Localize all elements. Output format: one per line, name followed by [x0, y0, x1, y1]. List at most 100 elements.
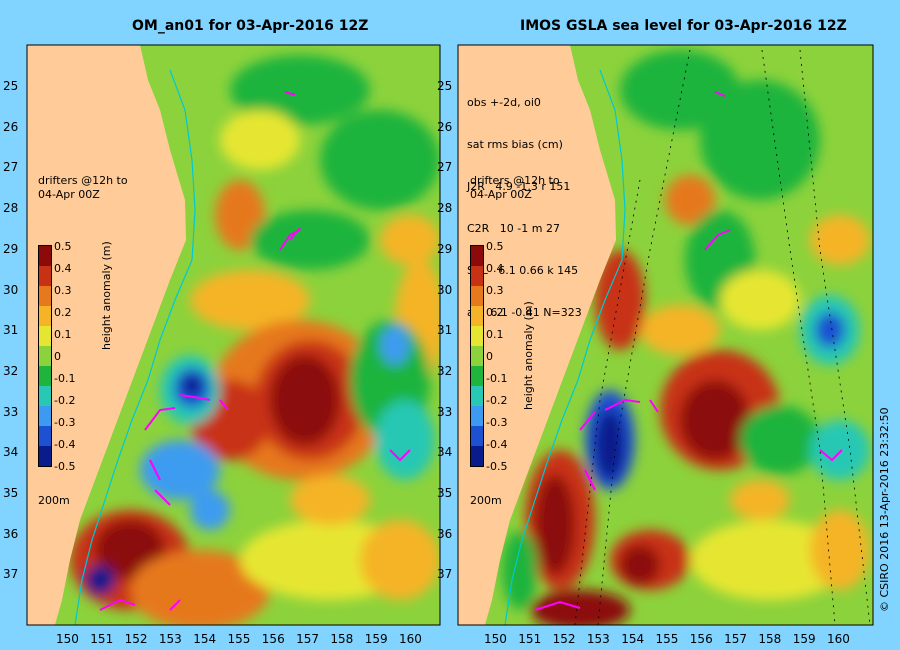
left-colorbar-ticks: 0.5 0.4 0.3 0.2 0.1 0 -0.1 -0.2 -0.3 -0.4 -0.5 [54, 240, 94, 473]
stats-line: obs +-2d, oi0 [467, 96, 541, 109]
lon-tick-label: 158 [330, 632, 354, 646]
lon-tick-label: 160 [399, 632, 422, 646]
colorbar-segment [471, 306, 483, 326]
colorbar-segment [39, 306, 51, 326]
colorbar-segment [39, 346, 51, 366]
colorbar-tick-label: 0.3 [486, 284, 504, 297]
lon-tick-label: 156 [689, 632, 713, 646]
colorbar-segment [471, 406, 483, 426]
colorbar-tick-label: -0.3 [486, 416, 508, 429]
lat-tick-label: 26 [3, 119, 19, 134]
lat-tick-label: 25 [3, 79, 19, 93]
lon-tick-label: 158 [758, 632, 782, 646]
left-colorbar [38, 245, 52, 467]
lat-tick-label: 30 [3, 282, 19, 297]
lat-tick-label: 28 [3, 201, 19, 216]
colorbar-tick-label: 0.2 [54, 306, 72, 319]
colorbar-tick-label: 0 [486, 350, 493, 363]
colorbar-tick-label: -0.2 [54, 394, 76, 407]
colorbar-segment [471, 326, 483, 346]
right-colorbar [470, 245, 484, 467]
stats-line: J2R 4.9 -1.3 r 151 [467, 180, 571, 193]
lat-tick-label: 28 [437, 201, 453, 216]
stats-line: sat rms bias (cm) [467, 138, 563, 151]
stats-box: obs +-2d, oi0 sat rms bias (cm) J2R 4.9 … [467, 68, 582, 348]
lon-tick-label: 160 [827, 632, 850, 646]
lat-tick-label: 36 [3, 526, 19, 541]
colorbar-tick-label: -0.1 [486, 372, 508, 385]
colorbar-segment [471, 446, 483, 466]
lat-tick-label: 33 [3, 404, 19, 419]
colorbar-tick-label: 0.2 [486, 306, 504, 319]
lat-tick-label: 35 [3, 486, 19, 500]
lat-tick-label: 37 [3, 567, 19, 582]
lat-tick-label: 25 [437, 79, 453, 93]
lon-tick-label: 159 [792, 632, 816, 646]
colorbar-tick-label: -0.5 [54, 460, 76, 473]
colorbar-segment [39, 386, 51, 406]
colorbar-segment [471, 426, 483, 446]
lat-tick-label: 33 [437, 404, 453, 419]
lat-tick-label: 32 [437, 363, 453, 378]
colorbar-tick-label: 0.1 [54, 328, 72, 341]
left-colorbar-label: height anomaly (m) [100, 241, 113, 350]
colorbar-segment [39, 366, 51, 386]
colorbar-tick-label: -0.4 [486, 438, 508, 451]
right-isobath-200m [504, 69, 626, 625]
left-drifters-label: drifters @12h to 04-Apr 00Z [38, 174, 128, 201]
left-coastline-land [27, 45, 186, 625]
colorbar-tick-label: 0.5 [54, 240, 72, 253]
colorbar-tick-label: 0.5 [486, 240, 504, 253]
lon-tick-label: 152 [124, 632, 148, 646]
lat-tick-label: 35 [437, 486, 453, 500]
right-panel-title: IMOS GSLA sea level for 03-Apr-2016 12Z [520, 18, 847, 34]
left-drifter-tracks [99, 91, 411, 611]
colorbar-tick-label: -0.3 [54, 416, 76, 429]
lat-tick-label: 29 [437, 241, 453, 256]
colorbar-segment [471, 286, 483, 306]
colorbar-tick-label: 0.1 [486, 328, 504, 341]
lon-tick-label: 157 [296, 632, 319, 646]
lon-tick-label: 154 [621, 632, 645, 646]
lon-tick-label: 150 [484, 632, 507, 646]
right-drifter-tracks [534, 91, 843, 611]
lon-tick-label: 151 [518, 632, 542, 646]
lon-tick-label: 150 [56, 632, 79, 646]
colorbar-segment [471, 386, 483, 406]
lon-tick-label: 151 [90, 632, 114, 646]
satellite-tracks [574, 49, 871, 625]
lat-tick-label: 31 [437, 323, 453, 338]
right-colorbar-label: height anomaly (m) [522, 301, 535, 410]
lat-tick-label: 32 [3, 363, 19, 378]
lat-tick-label: 29 [3, 241, 19, 256]
lat-tick-label: 34 [437, 445, 453, 460]
lat-tick-label: 31 [3, 323, 19, 338]
left-panel-title: OM_an01 for 03-Apr-2016 12Z [132, 18, 369, 34]
left-depth-label: 200m [38, 494, 70, 507]
colorbar-segment [39, 286, 51, 306]
lat-tick-label: 27 [3, 160, 19, 175]
colorbar-tick-label: -0.2 [486, 394, 508, 407]
colorbar-tick-label: -0.1 [54, 372, 76, 385]
lat-tick-label: 26 [437, 119, 453, 134]
lat-tick-label: 36 [437, 526, 453, 541]
lon-tick-label: 154 [193, 632, 217, 646]
colorbar-tick-label: 0.4 [54, 262, 72, 275]
right-depth-label: 200m [470, 494, 502, 507]
colorbar-segment [39, 246, 51, 266]
lon-tick-label: 155 [227, 632, 251, 646]
lon-tick-label: 155 [655, 632, 679, 646]
colorbar-segment [39, 426, 51, 446]
colorbar-tick-label: -0.5 [486, 460, 508, 473]
right-drifters-label: drifters @12h to 04-Apr 00Z [470, 174, 560, 201]
colorbar-segment [39, 266, 51, 286]
colorbar-tick-label: 0.4 [486, 262, 504, 275]
right-colorbar-ticks: 0.5 0.4 0.3 0.2 0.1 0 -0.1 -0.2 -0.3 -0.4 -0.5 [486, 240, 526, 473]
colorbar-segment [471, 266, 483, 286]
stats-line: C2R 10 -1 m 27 [467, 222, 560, 235]
colorbar-segment [471, 246, 483, 266]
colorbar-segment [471, 346, 483, 366]
colorbar-tick-label: -0.4 [54, 438, 76, 451]
